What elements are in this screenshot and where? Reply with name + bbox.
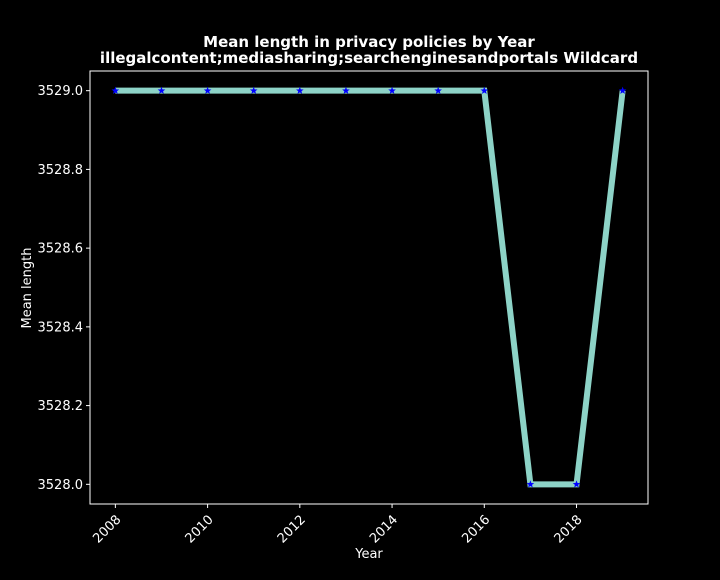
data-point-marker: [203, 86, 212, 94]
chart-subtitle: illegalcontent;mediasharing;searchengine…: [100, 49, 638, 67]
data-point-marker: [157, 86, 166, 94]
y-tick-label: 3528.8: [38, 163, 84, 178]
data-point-marker: [526, 480, 535, 488]
x-axis-label: Year: [354, 547, 383, 562]
data-point-marker: [111, 86, 120, 94]
y-tick-label: 3528.0: [38, 478, 84, 493]
data-point-marker: [249, 86, 258, 94]
data-point-marker: [342, 86, 350, 94]
y-tick-label: 3529.0: [38, 84, 84, 99]
y-tick-label: 3528.4: [38, 320, 84, 335]
data-point-marker: [572, 480, 581, 488]
data-point-marker: [618, 86, 627, 94]
chart-title: Mean length in privacy policies by Year: [203, 33, 535, 51]
data-point-marker: [434, 86, 442, 94]
data-point-marker: [480, 86, 489, 94]
series-line: [115, 87, 626, 488]
plot-frame: [89, 70, 649, 505]
data-point-marker: [296, 86, 304, 94]
y-tick-label: 3528.6: [38, 242, 84, 257]
y-axis-label: Mean length: [20, 248, 35, 329]
y-tick-label: 3528.2: [38, 399, 84, 414]
data-point-marker: [388, 86, 396, 94]
